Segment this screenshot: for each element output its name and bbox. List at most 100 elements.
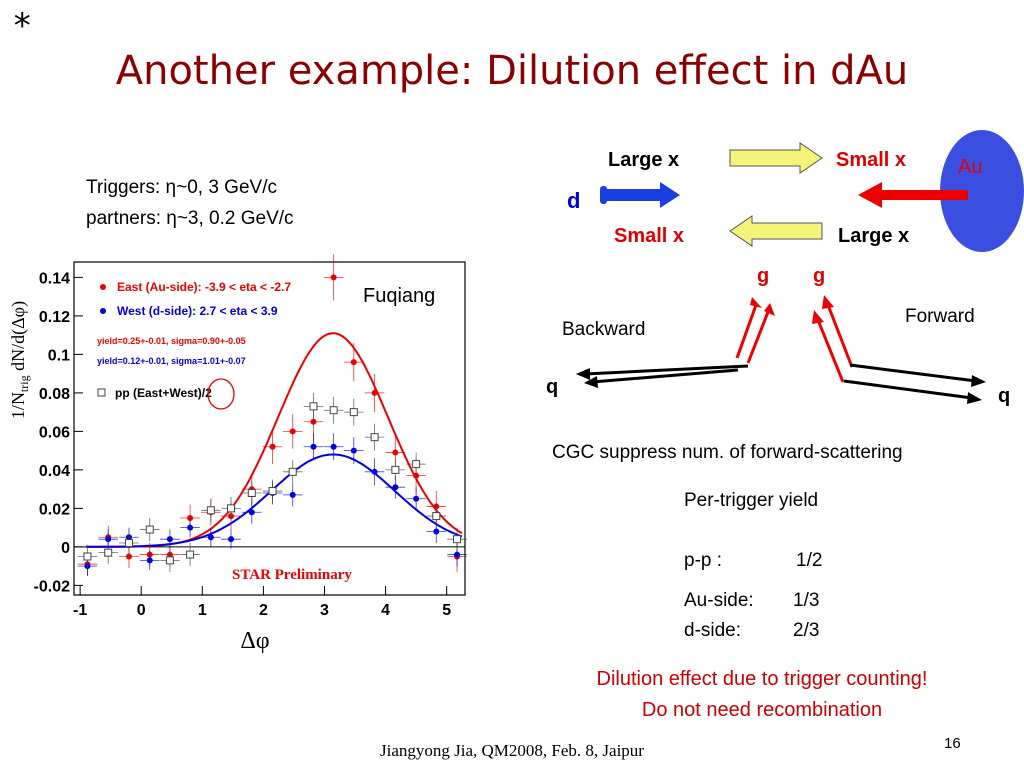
data-point: [392, 449, 399, 456]
quark-right-label: q: [998, 385, 1010, 407]
legend-marker-pp: [97, 388, 106, 397]
data-point: [350, 447, 357, 454]
x-tick-label: 5: [442, 602, 451, 619]
pp-label: p-p :: [684, 550, 723, 571]
forward-label: Forward: [905, 306, 975, 327]
data-point: [330, 274, 337, 281]
bottom-right-label: Large x: [838, 225, 909, 247]
data-point-pp: [165, 556, 174, 565]
data-point: [187, 524, 194, 531]
backward-label: Backward: [562, 319, 645, 340]
x-tick-label: 4: [381, 602, 390, 619]
data-point: [289, 491, 296, 498]
data-point-pp: [391, 465, 400, 474]
au-side-value: 1/3: [793, 590, 820, 611]
data-point: [392, 484, 399, 491]
data-point-pp: [145, 525, 154, 534]
plot-frame: [73, 261, 466, 596]
data-point-pp: [227, 504, 236, 513]
d-side-label: d-side:: [684, 620, 742, 641]
recombination-note: Do not need recombination: [641, 699, 883, 721]
star-preliminary: STAR Preliminary: [232, 567, 352, 583]
y-tick-label: 0: [61, 540, 70, 557]
data-point: [371, 389, 378, 396]
yield-west-annotation: yield=0.12+-0.01, sigma=1.01+-0.07: [97, 356, 246, 366]
partners-label: partners:: [86, 208, 167, 229]
data-point: [228, 536, 235, 543]
data-point-pp: [432, 512, 441, 521]
data-point-pp: [412, 460, 421, 469]
top-left-label: Large x: [608, 149, 679, 171]
data-points: [77, 254, 467, 576]
y-tick-label: 0.12: [39, 309, 70, 326]
legend-marker-east: [100, 284, 106, 290]
triggers-label: Triggers:: [86, 177, 166, 198]
d-arrow: [606, 182, 680, 208]
data-point: [371, 468, 378, 475]
highlight-circle: [207, 378, 235, 410]
x-tick-label: 1: [198, 602, 207, 619]
x-axis-title: Δφ: [240, 628, 269, 654]
x-axis: -1 0 1 2 3 4 5: [73, 586, 451, 619]
au-side-label: Au-side:: [684, 590, 754, 611]
slide-star-mark: *: [12, 6, 33, 46]
yellow-arrow-right: [729, 142, 823, 174]
y-tick-label: -0.02: [34, 578, 71, 595]
legend-east: East (Au-side): -3.9 < eta < -2.7: [117, 280, 291, 294]
yield-east-annotation: yield=0.25+-0.01, sigma=0.90+-0.05: [97, 336, 246, 346]
y-tick-label: 0.08: [39, 386, 70, 403]
x-tick-label: 2: [259, 602, 268, 619]
au-label: Au: [958, 156, 982, 178]
data-point-pp: [206, 506, 215, 515]
y-tick-label: 0.04: [39, 463, 70, 480]
au-nucleus: [940, 130, 1024, 252]
legend-west: West (d-side): 2.7 < eta < 3.9: [117, 304, 278, 318]
data-point-pp: [329, 406, 338, 415]
scattering-diagram: Au Large x Small x d Small x Large x g g…: [546, 130, 1024, 407]
data-point: [248, 509, 255, 516]
data-point: [413, 495, 420, 502]
x-tick-label: 3: [320, 602, 329, 619]
data-point: [454, 551, 461, 558]
x-tick-label: 0: [137, 602, 146, 619]
au-arrow: [858, 182, 968, 208]
data-point-pp: [288, 467, 297, 476]
data-point-pp: [83, 552, 92, 561]
data-point-pp: [104, 548, 113, 557]
triggers-eta: η~0, 3 GeV/c: [165, 177, 277, 198]
legend-pp: pp (East+West)/2: [115, 386, 212, 400]
y-axis-title-sub: trig: [17, 375, 31, 392]
data-point: [433, 528, 440, 535]
yellow-arrow-left: [729, 215, 823, 247]
backward-scattering: [576, 297, 775, 388]
cgc-note: CGC suppress num. of forward-scattering: [552, 442, 903, 463]
data-point-pp: [453, 535, 462, 544]
data-point: [125, 553, 132, 560]
data-point: [166, 536, 173, 543]
legend-marker-west: [100, 308, 106, 314]
x-tick-label: -1: [73, 602, 87, 619]
y-axis-title-prefix: 1/N: [8, 392, 28, 419]
pp-value: 1/2: [796, 550, 823, 571]
data-point: [207, 534, 214, 541]
partners-line: partners: η~3, 0.2 GeV/c: [86, 208, 294, 230]
top-right-label: Small x: [836, 149, 906, 171]
per-trigger-yield: Per-trigger yield: [684, 490, 819, 511]
data-point-pp: [247, 488, 256, 497]
footer: Jiangyong Jia, QM2008, Feb. 8, Jaipur: [380, 741, 644, 760]
data-point: [330, 443, 337, 450]
data-point-pp: [349, 408, 358, 417]
y-tick-label: 0.14: [39, 270, 70, 287]
data-point-pp: [268, 487, 277, 496]
d-label: d: [567, 188, 580, 213]
dilution-note: Dilution effect due to trigger counting!: [596, 668, 928, 690]
data-point: [310, 418, 317, 425]
triggers-line: Triggers: η~0, 3 GeV/c: [86, 177, 277, 199]
data-point: [146, 557, 153, 564]
d-side-value: 2/3: [793, 620, 820, 641]
correlation-chart: -1 0 1 2 3 4 5 -0.02 0 0.02 0.04 0.06 0.08 0.1 0.12 0.…: [8, 254, 467, 654]
data-point-pp: [186, 550, 195, 559]
y-axis: -0.02 0 0.02 0.04 0.06 0.08 0.1 0.12 0.14: [34, 270, 83, 595]
data-point: [350, 359, 357, 366]
author-label: Fuqiang: [363, 285, 435, 307]
